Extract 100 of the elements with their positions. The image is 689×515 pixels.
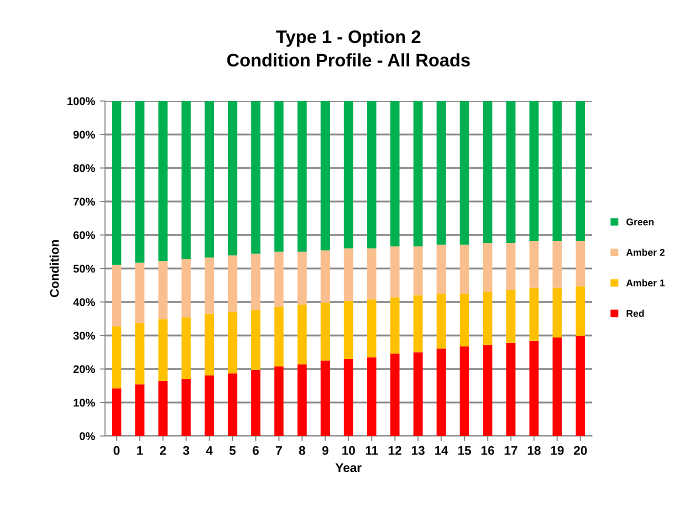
x-tick-label: 8 [299,446,306,455]
bar [344,358,354,436]
chart-title: Type 1 - Option 2 Condition Profile - All Roads [227,30,470,67]
bar [320,360,330,436]
bar [251,310,260,370]
bar [344,300,354,359]
y-axis-title: Condition [50,240,59,298]
bar [158,381,168,436]
x-tick-label: 14 [435,446,448,455]
bar [204,375,214,436]
x-tick-label: 18 [528,446,541,455]
bar [251,370,260,436]
x-tick-label: 15 [458,446,472,455]
bar [576,286,586,336]
bar [228,101,238,256]
bar [460,244,470,294]
bar [436,101,446,245]
x-tick-label: 16 [481,446,494,455]
bar [251,101,260,254]
bar [228,373,238,436]
bar [552,338,562,436]
x-tick-label: 0 [114,446,120,455]
bar [506,243,516,290]
bar [506,101,516,244]
bar [483,344,492,436]
bar [297,252,307,305]
bar [529,288,539,341]
legend-label: Amber 1 [626,279,665,286]
bar [158,261,168,320]
bar [135,101,144,263]
y-tick-label: 100% [68,97,95,106]
y-tick-label: 60% [73,231,95,240]
legend-label: Green [626,218,654,226]
bar [344,101,354,248]
bar [529,340,539,436]
bar [367,357,376,436]
bar [552,101,562,242]
y-tick-label: 80% [73,164,95,172]
bar [228,255,238,312]
bar [506,290,516,343]
x-tick-label: 3 [182,446,190,455]
y-tick-label: 50% [73,264,95,273]
bar [135,322,144,384]
bar [576,241,586,286]
bar [182,259,191,318]
bar [158,101,168,262]
y-tick-label: 30% [73,332,95,340]
x-tick-label: 13 [412,446,425,455]
x-tick-label: 20 [574,446,587,455]
bar [274,306,284,366]
bar [251,254,260,310]
bar [182,379,191,436]
bar [552,241,562,288]
bar [135,262,144,323]
x-tick-label: 9 [322,446,328,455]
bar [297,364,307,436]
x-tick-label: 1 [137,446,143,455]
bar [204,101,214,258]
bar [158,319,168,382]
bar [297,304,307,364]
y-tick-label: 90% [73,130,95,139]
bar [320,101,330,250]
x-tick-label: 12 [388,446,402,455]
bar [274,252,284,307]
bar [390,246,400,298]
bar [413,295,423,352]
bar [576,101,586,242]
bar [436,294,446,349]
bar [367,248,376,300]
bar [390,354,400,436]
x-tick-label: 5 [229,446,236,455]
bar [112,388,122,436]
bar [182,317,191,380]
x-axis-title: Year [336,463,362,472]
legend-label: Red [626,310,644,317]
bar [297,101,307,252]
bar [483,101,492,244]
x-tick-label: 19 [551,446,564,455]
bar [576,336,586,436]
legend-label: Amber 2 [626,248,665,256]
x-tick-label: 2 [160,446,166,455]
bar [320,302,330,361]
y-tick-label: 10% [74,398,95,407]
bar [274,101,284,252]
bar [182,101,191,260]
bar [552,288,562,338]
x-tick-label: 17 [504,446,518,455]
bar [390,101,400,246]
bar [204,314,214,376]
bar [228,312,238,374]
bar [344,248,354,301]
bar [320,250,330,303]
bar [460,101,470,245]
bar [274,366,284,436]
bar [135,384,144,436]
y-tick-label: 20% [73,365,95,374]
x-tick-label: 7 [276,446,282,455]
bar [413,246,423,296]
x-tick-label: 11 [366,446,378,455]
bar [112,101,122,265]
